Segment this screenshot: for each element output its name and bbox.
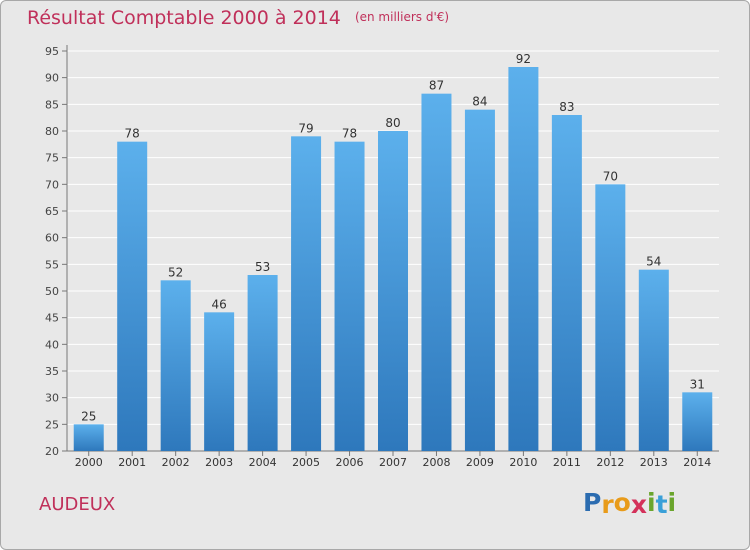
proxiti-logo: Proxiti xyxy=(583,488,677,519)
x-tick-label: 2005 xyxy=(292,456,320,469)
x-tick-label: 2001 xyxy=(118,456,146,469)
y-tick-label: 30 xyxy=(45,392,59,405)
data-label: 83 xyxy=(559,100,574,114)
bar-2011 xyxy=(551,115,582,451)
y-tick-label: 75 xyxy=(45,152,59,165)
bar-2003 xyxy=(204,312,235,451)
x-tick-label: 2002 xyxy=(162,456,190,469)
commune-name: AUDEUX xyxy=(39,494,116,515)
x-tick-label: 2011 xyxy=(553,456,581,469)
chart-title: Résultat Comptable 2000 à 2014 (en milli… xyxy=(27,7,449,29)
logo-letter: r xyxy=(601,490,614,519)
y-tick-label: 40 xyxy=(45,338,59,351)
data-label: 31 xyxy=(690,377,705,391)
logo-letter: t xyxy=(655,490,668,519)
bar-2005 xyxy=(291,136,322,452)
data-label: 79 xyxy=(298,121,313,135)
y-tick-label: 50 xyxy=(45,285,59,298)
bar-2006 xyxy=(334,141,365,451)
data-label: 78 xyxy=(125,127,140,141)
bar-2014 xyxy=(682,392,713,451)
y-tick-label: 45 xyxy=(45,312,59,325)
y-tick-label: 65 xyxy=(45,205,59,218)
y-tick-label: 20 xyxy=(45,445,59,458)
bar-2013 xyxy=(638,269,669,451)
data-label: 53 xyxy=(255,260,270,274)
y-tick-label: 25 xyxy=(45,418,59,431)
bar-2002 xyxy=(160,280,191,451)
x-tick-label: 2008 xyxy=(422,456,450,469)
x-tick-label: 2013 xyxy=(640,456,668,469)
x-tick-label: 2003 xyxy=(205,456,233,469)
y-tick-label: 60 xyxy=(45,232,59,245)
data-label: 54 xyxy=(646,255,661,269)
data-label: 87 xyxy=(429,79,444,93)
x-tick-label: 2007 xyxy=(379,456,407,469)
chart-unit-label: (en milliers d'€) xyxy=(354,10,450,24)
logo-letter: x xyxy=(630,490,647,519)
y-tick-label: 70 xyxy=(45,178,59,191)
y-tick-label: 95 xyxy=(45,45,59,58)
y-tick-label: 80 xyxy=(45,125,59,138)
bar-2009 xyxy=(464,109,495,452)
logo-letter: o xyxy=(613,488,631,517)
logo-letter: P xyxy=(583,488,602,517)
y-tick-label: 85 xyxy=(45,98,59,111)
x-tick-label: 2000 xyxy=(75,456,103,469)
bar-2001 xyxy=(117,141,148,451)
y-tick-label: 90 xyxy=(45,72,59,85)
data-label: 46 xyxy=(211,297,226,311)
bar-2008 xyxy=(421,93,452,452)
data-label: 80 xyxy=(385,116,400,130)
bar-2012 xyxy=(595,184,626,452)
x-tick-label: 2012 xyxy=(596,456,624,469)
x-tick-label: 2006 xyxy=(336,456,364,469)
data-label: 78 xyxy=(342,127,357,141)
data-label: 92 xyxy=(516,52,531,66)
data-label: 52 xyxy=(168,265,183,279)
y-tick-label: 55 xyxy=(45,258,59,271)
bar-2000 xyxy=(73,424,104,451)
bar-2004 xyxy=(247,275,278,451)
x-tick-label: 2004 xyxy=(249,456,277,469)
x-tick-label: 2009 xyxy=(466,456,494,469)
data-label: 25 xyxy=(81,409,96,423)
logo-letter: i xyxy=(667,488,677,517)
data-label: 70 xyxy=(603,169,618,183)
data-label: 84 xyxy=(472,95,487,109)
bar-2010 xyxy=(508,67,539,451)
x-tick-label: 2010 xyxy=(509,456,537,469)
x-tick-label: 2014 xyxy=(683,456,711,469)
chart-title-text: Résultat Comptable 2000 à 2014 xyxy=(27,7,341,29)
logo-letter: i xyxy=(647,488,656,517)
y-tick-label: 35 xyxy=(45,365,59,378)
bar-2007 xyxy=(378,131,408,451)
